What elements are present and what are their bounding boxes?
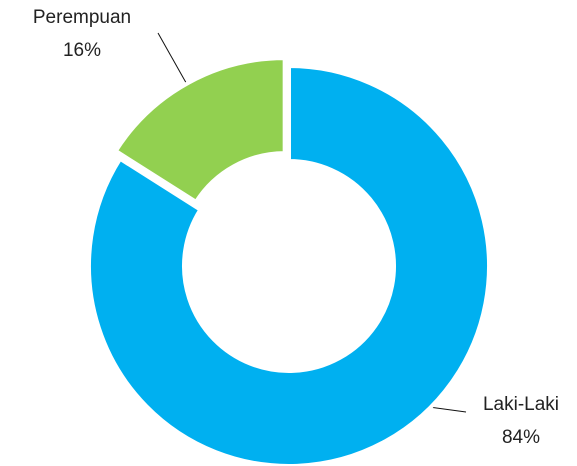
donut-slice	[87, 63, 491, 466]
slice-value-label: 16%	[63, 40, 101, 61]
slice-label: Perempuan	[33, 7, 131, 28]
donut-slice	[113, 56, 287, 205]
slice-value-label: 84%	[502, 427, 540, 448]
slice-label: Laki-Laki	[483, 394, 559, 415]
